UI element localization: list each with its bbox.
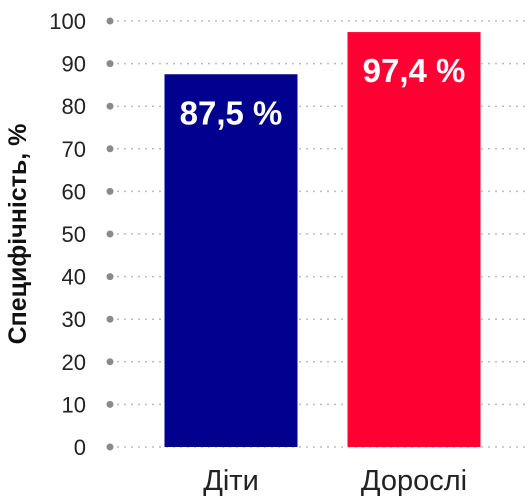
bar-1 [164, 74, 298, 447]
y-tick-label: 20 [62, 350, 86, 375]
x-axis-ticks: Діти Дорослі [203, 465, 467, 497]
y-axis-label: Специфічність, % [4, 124, 32, 345]
y-tick-mark [106, 400, 114, 408]
y-tick-mark [106, 230, 114, 238]
y-tick-label: 80 [62, 94, 86, 119]
data-label-1: 87,5 % [180, 94, 283, 131]
y-tick-label: 40 [62, 265, 86, 290]
y-tick-label: 70 [62, 137, 86, 162]
y-tick-mark [106, 358, 114, 366]
y-tick-mark [106, 102, 114, 110]
y-tick-label: 60 [62, 179, 86, 204]
y-tick-mark [106, 443, 114, 451]
y-tick-label: 90 [62, 52, 86, 77]
bars: 87,5 % 97,4 % [164, 32, 481, 448]
y-tick-mark [106, 273, 114, 281]
bar-2 [347, 32, 481, 448]
y-tick-mark [106, 60, 114, 68]
y-tick-mark [106, 17, 114, 25]
x-tick-label-1: Діти [203, 465, 259, 497]
y-tick-label: 0 [74, 435, 86, 460]
data-label-2: 97,4 % [363, 52, 466, 89]
y-tick-label: 100 [49, 9, 86, 34]
y-tick-label: 50 [62, 222, 86, 247]
y-axis-ticks: 0 10 20 30 40 50 60 70 80 90 100 [49, 9, 114, 460]
x-tick-label-2: Дорослі [361, 465, 467, 497]
y-tick-mark [106, 145, 114, 153]
y-tick-mark [106, 315, 114, 323]
y-tick-label: 10 [62, 392, 86, 417]
y-tick-label: 30 [62, 307, 86, 332]
y-tick-mark [106, 187, 114, 195]
